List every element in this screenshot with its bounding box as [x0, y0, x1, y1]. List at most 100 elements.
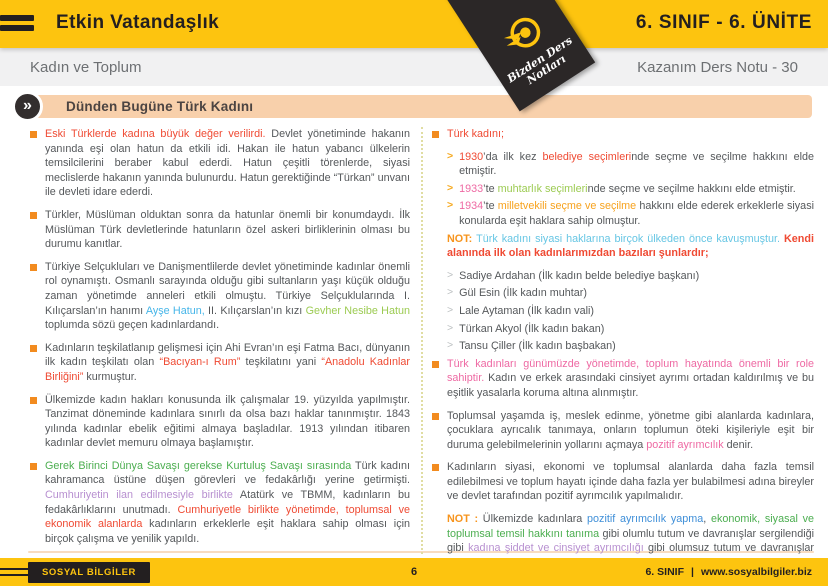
- list-item: > Tansu Çiller (İlk kadın başbakan): [447, 339, 814, 354]
- bullet-square-icon: [432, 131, 439, 138]
- list-item: Türkiye Selçukluları ve Danişmentlilerde…: [30, 260, 410, 333]
- text-segment: 1934: [459, 200, 484, 213]
- list-item: > Türkan Akyol (İlk kadın bakan): [447, 322, 814, 337]
- brand-ribbon: Bizden Ders Notları: [410, 0, 596, 112]
- text-segment: Cumhuriyetin ilan edilmesiyle birlikte: [45, 489, 240, 502]
- text-segment: gibi olumlu tutum ve davranışlar sergile…: [447, 527, 814, 554]
- footer-site-url: www.sosyalbilgiler.biz: [700, 566, 812, 578]
- text-segment: NOT:: [447, 232, 477, 245]
- page-title: Etkin Vatandaşlık: [56, 12, 220, 33]
- text-segment: Türkan Akyol (İlk kadın bakan): [459, 322, 605, 335]
- text-segment: Atatürk ve TBMM, kadınların bu fedakârlı…: [45, 489, 411, 516]
- list-item: Türkler, Müslüman olduktan sonra da hatu…: [30, 208, 410, 252]
- text-segment: Türk kadını;: [447, 128, 505, 140]
- chevron-right-icon: >: [447, 303, 454, 316]
- text-segment: Devlet yönetiminde hakanın yanında eşi o…: [45, 128, 411, 199]
- column-left: Eski Türklerde kadına büyük değer verili…: [30, 127, 410, 554]
- text-segment: teşkilatını yani: [240, 356, 322, 369]
- text-segment: Gül Esin (İlk kadın muhtar): [459, 287, 587, 300]
- chevron-right-icon: >: [447, 149, 454, 162]
- paragraph-text: Ülkemizde kadın hakları konusunda ilk ça…: [45, 393, 410, 451]
- page-number: 6: [410, 566, 418, 578]
- text-segment: Sadiye Ardahan (İlk kadın belde belediye…: [459, 269, 700, 282]
- text-segment: “Anadolu Kadınlar Birliğini”: [45, 356, 411, 383]
- text-segment: Ayşe Hatun,: [145, 304, 205, 317]
- footer-bar: SOSYAL BİLGİLER 6 6. SINIF | www.sosyalb…: [0, 558, 828, 586]
- section-banner: Dünden Bugüne Türk Kadını: [30, 95, 812, 118]
- paragraph-text: Toplumsal yaşamda iş, meslek edinme, yön…: [447, 409, 814, 453]
- bullet-square-icon: [30, 131, 37, 138]
- dart-target-icon: [503, 17, 541, 48]
- text-segment: kurmuştur.: [83, 370, 137, 383]
- text-segment: Türk kadını kahramanca üstüne düşen göre…: [45, 459, 410, 487]
- text-segment: Tansu Çiller (İlk kadın başbakan): [459, 340, 616, 353]
- text-segment: hakkını elde ederek erkeklerle siyasi ko…: [459, 200, 814, 227]
- text-segment: Kadınların teşkilatlanıp gelişmesi için …: [45, 341, 410, 369]
- text-segment: “Bacıyan-ı Rum”: [159, 356, 241, 369]
- paragraph-text: Kadınların teşkilatlanıp gelişmesi için …: [45, 341, 410, 385]
- list-item: Türk kadını;: [432, 127, 814, 142]
- text-segment: Türk kadınları günümüzde yönetimde, topl…: [447, 357, 814, 385]
- paragraph-text: Lale Aytaman (İlk kadın vali): [459, 304, 814, 319]
- text-segment: belediye seçimleri: [542, 150, 632, 163]
- text-segment: Ülkemizde kadın hakları konusunda ilk ça…: [45, 393, 410, 450]
- paragraph-text: Türkan Akyol (İlk kadın bakan): [459, 322, 814, 337]
- column-divider: [421, 127, 423, 554]
- text-segment: Türkiye Selçukluları ve Danişmentlilerde…: [45, 260, 410, 317]
- list-item: > Lale Aytaman (İlk kadın vali): [447, 304, 814, 319]
- text-segment: ekonomik, siyasal ve toplumsal temsil ha…: [447, 513, 814, 540]
- text-segment: muhtarlık seçimleri: [497, 182, 588, 195]
- text-segment: 1933: [459, 182, 484, 195]
- text-segment: pozitif ayrımcılık: [646, 438, 724, 451]
- text-segment: Türkler, Müslüman olduktan sonra da hatu…: [45, 208, 410, 251]
- text-segment: milletvekili seçme ve seçilme: [497, 200, 637, 213]
- paragraph-text: Gül Esin (İlk kadın muhtar): [459, 286, 814, 301]
- bullet-square-icon: [30, 462, 37, 470]
- text-segment: NOT :: [447, 513, 483, 526]
- bullet-square-icon: [30, 344, 37, 352]
- bullet-square-icon: [30, 211, 37, 219]
- list-item: Eski Türklerde kadına büyük değer verili…: [30, 127, 410, 200]
- list-item: >1930’da ilk kez belediye seçimlerinde s…: [447, 150, 814, 179]
- list-item: > Gül Esin (İlk kadın muhtar): [447, 286, 814, 301]
- text-segment: Kendi alanında ilk olan kadınlarımızdan …: [447, 232, 814, 260]
- list-item: Toplumsal yaşamda iş, meslek edinme, yön…: [432, 409, 814, 453]
- text-segment: Lale Aytaman (İlk kadın vali): [459, 304, 594, 317]
- unit-title: 6. SINIF - 6. ÜNİTE: [635, 12, 812, 33]
- paragraph-text: 1930’da ilk kez belediye seçimlerinde se…: [459, 150, 814, 179]
- paragraph-text: Türk kadınları günümüzde yönetimde, topl…: [447, 357, 814, 401]
- bullet-square-icon: [30, 263, 37, 271]
- footer-course-badge: SOSYAL BİLGİLER: [28, 561, 150, 583]
- text-segment: Toplumsal yaşamda iş, meslek edinme, yön…: [447, 409, 814, 451]
- chevron-right-icon: >: [447, 199, 454, 212]
- subheader-bar: Kadın ve Toplum Kazanım Ders Notu - 30: [0, 48, 828, 86]
- header-bar: Etkin Vatandaşlık 6. SINIF - 6. ÜNİTE: [0, 0, 828, 48]
- paragraph-text: Türk kadını;: [447, 127, 814, 142]
- chevron-right-icon: >: [447, 268, 454, 281]
- text-segment: Cumhuriyetle birlikte yönetimde, toplums…: [45, 503, 410, 531]
- paragraph-text: NOT: Türk kadını siyasi haklarına birçok…: [447, 232, 814, 261]
- lesson-note-number: Kazanım Ders Notu - 30: [637, 58, 798, 76]
- paragraph-text: Tansu Çiller (İlk kadın başbakan): [459, 339, 814, 354]
- text-segment: kadınların erkeklerle eşit haklara sahip…: [45, 518, 410, 545]
- bullet-square-icon: [432, 360, 439, 368]
- paragraph-text: 1933’te muhtarlık seçimlerinde seçme ve …: [459, 182, 814, 197]
- note-block: NOT: Türk kadını siyasi haklarına birçok…: [447, 232, 814, 261]
- list-item: > Sadiye Ardahan (İlk kadın belde belediy…: [447, 269, 814, 284]
- text-segment: Türk kadını siyasi haklarına birçok ülke…: [476, 232, 784, 245]
- chevron-right-icon: >: [447, 339, 454, 352]
- list-item: Ülkemizde kadın hakları konusunda ilk ça…: [30, 393, 410, 451]
- bullet-square-icon: [432, 412, 439, 420]
- section-title: Dünden Bugüne Türk Kadını: [66, 99, 254, 114]
- text-segment: Gevher Nesibe Hatun: [305, 304, 410, 317]
- chevron-right-icon: >: [447, 181, 454, 194]
- footer-right-group: 6. SINIF | www.sosyalbilgiler.biz: [645, 566, 812, 578]
- list-item: >1933’te muhtarlık seçimlerinde seçme ve…: [447, 182, 814, 197]
- text-segment: Kadın ve erkek arasındaki cinsiyet ayrım…: [447, 372, 814, 399]
- text-segment: Eski Türklerde kadına büyük değer verili…: [45, 128, 272, 140]
- list-item: Türk kadınları günümüzde yönetimde, topl…: [432, 357, 814, 401]
- text-segment: toplumda sözü geçen kadınlardandı.: [45, 319, 220, 332]
- content-area: Eski Türklerde kadına büyük değer verili…: [30, 127, 814, 554]
- text-segment: ’te: [483, 182, 498, 195]
